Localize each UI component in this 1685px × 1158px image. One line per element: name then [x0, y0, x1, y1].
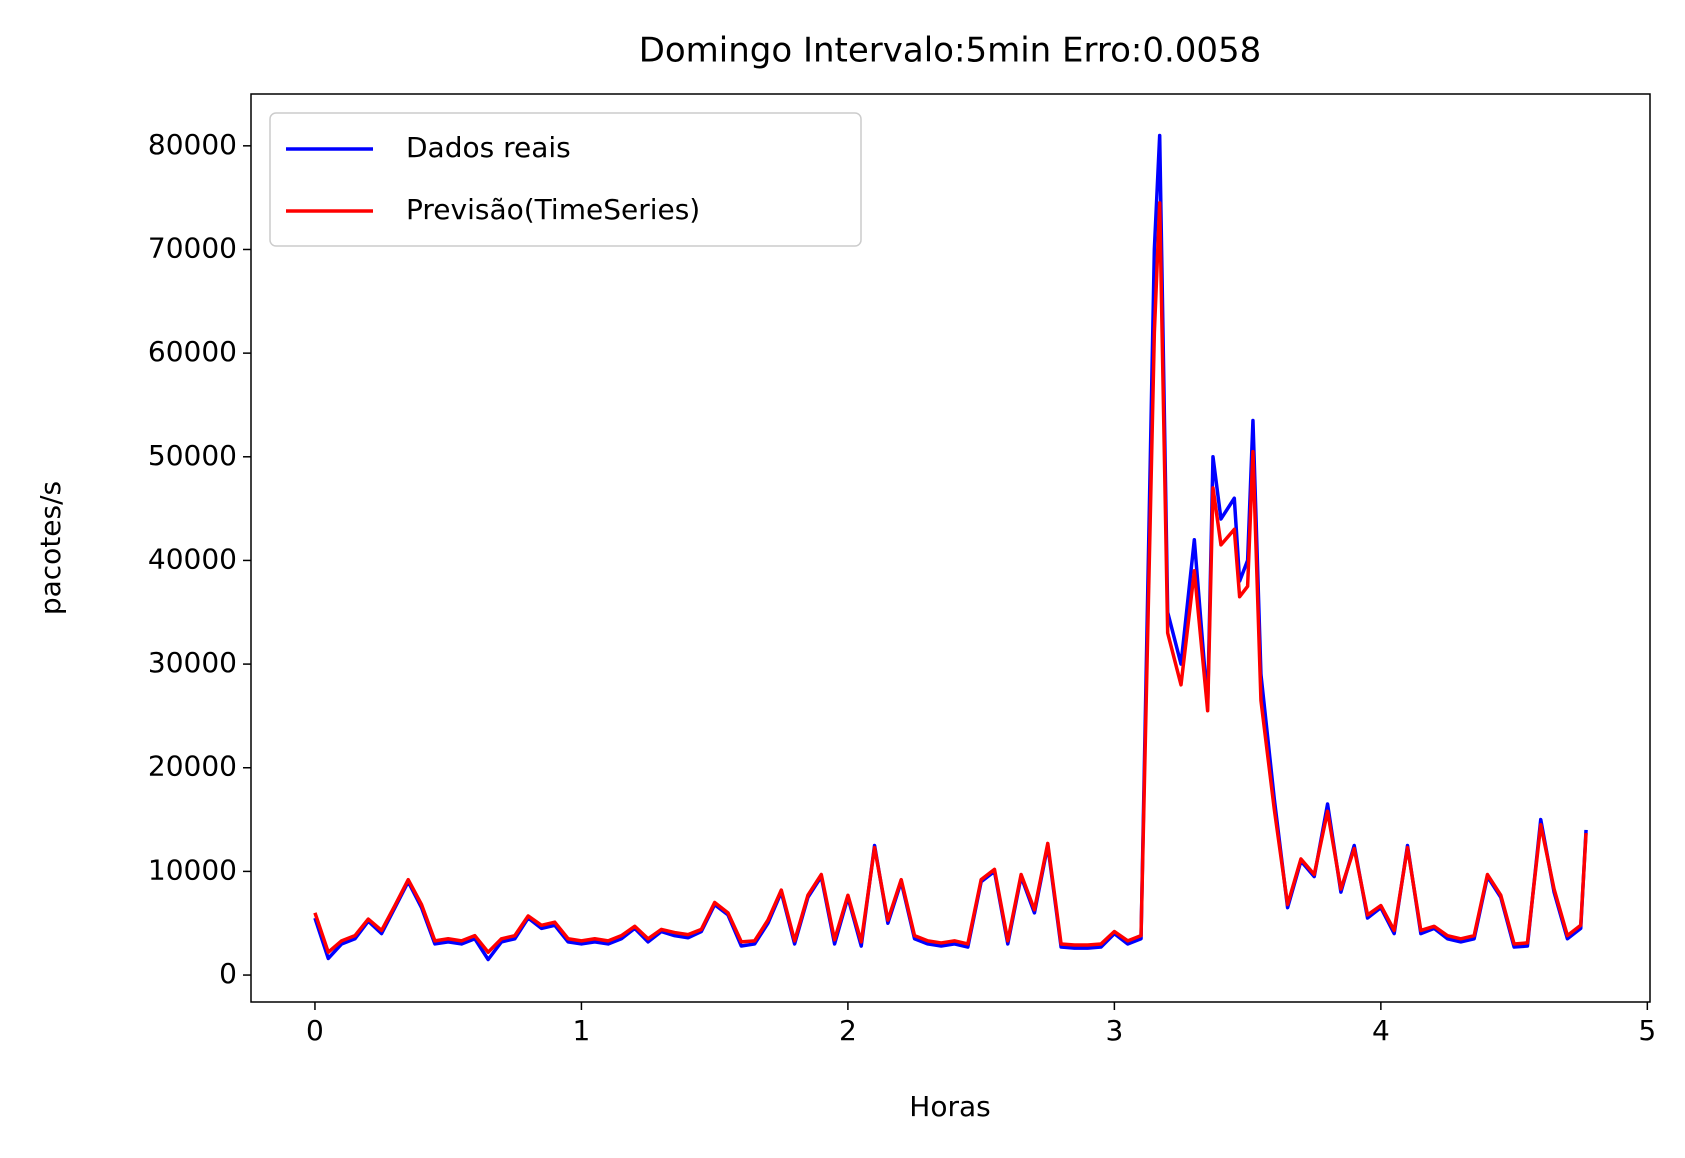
y-tick-label: 0	[219, 957, 237, 990]
x-tick-label: 5	[1638, 1014, 1656, 1047]
y-tick-label: 60000	[148, 335, 237, 368]
x-tick-label: 0	[306, 1014, 324, 1047]
y-tick-label: 80000	[148, 128, 237, 161]
y-tick-label: 70000	[148, 231, 237, 264]
y-tick-label: 50000	[148, 439, 237, 472]
legend-box	[269, 112, 862, 247]
x-tick-label: 2	[839, 1014, 857, 1047]
y-tick-label: 40000	[148, 542, 237, 575]
legend-label: Dados reais	[406, 131, 571, 164]
x-axis-label: Horas	[909, 1090, 990, 1123]
x-tick-label: 1	[573, 1014, 591, 1047]
chart-title: Domingo Intervalo:5min Erro:0.0058	[639, 31, 1262, 71]
x-tick-label: 3	[1105, 1014, 1123, 1047]
y-tick-label: 20000	[148, 750, 237, 783]
x-tick-label: 4	[1372, 1014, 1390, 1047]
plot-frame	[250, 93, 1651, 1003]
y-tick-label: 30000	[148, 646, 237, 679]
y-axis-label: pacotes/s	[34, 481, 67, 615]
series-line	[313, 201, 1588, 954]
y-tick-label: 10000	[148, 853, 237, 886]
legend-label: Previsão(TimeSeries)	[406, 193, 700, 226]
